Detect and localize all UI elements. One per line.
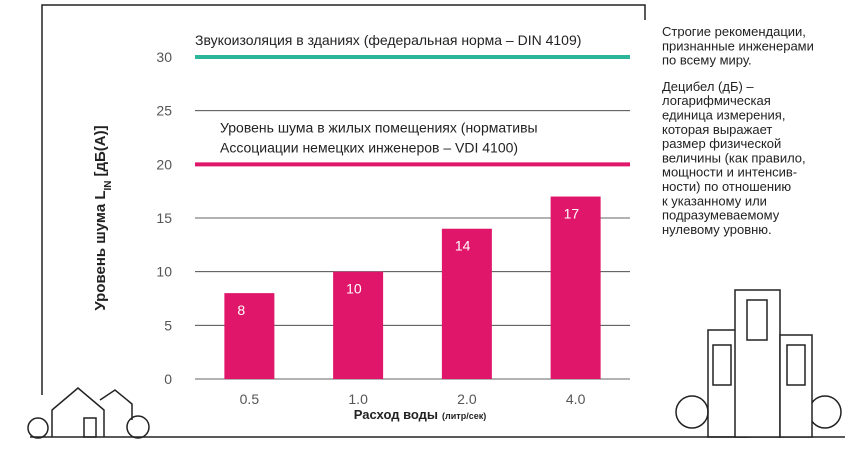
y-tick-label: 20 bbox=[156, 156, 172, 172]
x-axis-title: Расход воды (литр/сек) bbox=[354, 407, 486, 422]
note-text: признанные инженерами bbox=[662, 38, 814, 53]
x-tick-label: 0.5 bbox=[240, 391, 260, 407]
x-tick-label: 2.0 bbox=[457, 391, 477, 407]
x-tick-label: 4.0 bbox=[566, 391, 586, 407]
note-text: единица измерения, bbox=[662, 108, 785, 123]
note-text: Строгие рекомендации, bbox=[662, 24, 806, 39]
note-text: Децибел (дБ) – bbox=[662, 79, 754, 94]
y-axis-title-sub: IN bbox=[103, 181, 114, 191]
note-text: нулевому уровню. bbox=[662, 222, 772, 237]
y-axis-title-unit: [дБ(A)] bbox=[92, 125, 109, 176]
bar-value-label: 8 bbox=[237, 302, 245, 318]
y-tick-label: 10 bbox=[156, 264, 172, 280]
bar-value-label: 10 bbox=[346, 281, 362, 297]
x-tick-label: 1.0 bbox=[348, 391, 368, 407]
y-axis-title-main: Уровень шума L bbox=[92, 191, 109, 311]
y-tick-label: 15 bbox=[156, 210, 172, 226]
reference-label: Ассоциации немецких инженеров – VDI 4100… bbox=[220, 139, 518, 155]
y-tick-label: 25 bbox=[156, 103, 172, 119]
x-axis-title-unit: (литр/сек) bbox=[442, 411, 486, 421]
note-text: ности) по отношению bbox=[662, 179, 791, 194]
y-tick-label: 5 bbox=[164, 317, 172, 333]
y-tick-label: 0 bbox=[164, 371, 172, 387]
y-axis-title: Уровень шума LIN [дБ(A)] bbox=[92, 125, 114, 310]
note-text: к указанному или bbox=[662, 193, 767, 208]
note-text: которая выражает bbox=[662, 122, 772, 137]
bar bbox=[224, 293, 274, 379]
reference-label: Уровень шума в жилых помещениях (нормати… bbox=[220, 119, 538, 135]
note-text: подразумеваемому bbox=[662, 208, 780, 223]
note-text: размер физической bbox=[662, 136, 781, 151]
note-text: логарифмическая bbox=[662, 93, 771, 108]
bar-value-label: 14 bbox=[455, 238, 471, 254]
note-text: величины (как правило, bbox=[662, 150, 806, 165]
bar-value-label: 17 bbox=[564, 206, 580, 222]
x-axis-title-main: Расход воды bbox=[354, 407, 438, 422]
note-text: по всему миру. bbox=[662, 53, 752, 68]
reference-label: Звукоизоляция в зданиях (федеральная нор… bbox=[195, 32, 581, 48]
y-tick-label: 30 bbox=[156, 49, 172, 65]
chart: Уровень шума LIN [дБ(A)] Расход воды (литр… bbox=[0, 0, 865, 450]
note-text: мощности и интенсив- bbox=[662, 165, 797, 180]
bar bbox=[551, 197, 601, 379]
